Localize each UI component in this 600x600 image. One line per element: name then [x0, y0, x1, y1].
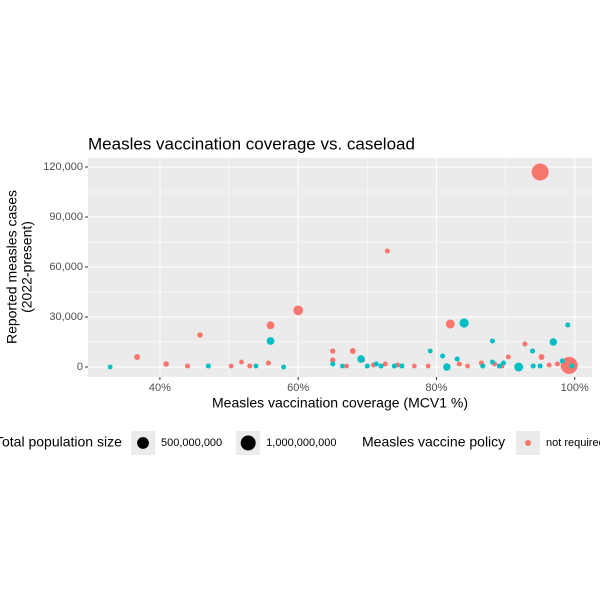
point	[549, 338, 558, 346]
legend-title: Total population size	[0, 434, 122, 450]
y-tick-label: 90,000	[49, 211, 83, 223]
point	[443, 363, 451, 371]
point	[489, 359, 495, 365]
point	[349, 348, 356, 354]
x-tick-label: 40%	[149, 382, 171, 394]
point	[266, 321, 275, 330]
legend-marker	[525, 440, 531, 446]
point	[163, 361, 169, 367]
point	[465, 363, 470, 369]
point	[239, 359, 244, 365]
x-tick-label: 80%	[425, 382, 447, 394]
point	[293, 305, 304, 316]
legend-label: 500,000,000	[161, 437, 222, 449]
point	[546, 362, 552, 368]
point	[529, 348, 536, 354]
x-axis-title: Measles vaccination coverage (MCV1 %)	[212, 395, 468, 411]
y-axis-title: (2022-present)	[19, 221, 35, 313]
point	[554, 361, 560, 367]
point	[480, 363, 486, 369]
legend-label: 1,000,000,000	[266, 437, 336, 449]
point	[228, 363, 234, 369]
point	[340, 363, 345, 369]
point	[344, 363, 349, 369]
y-tick-label: 0	[77, 361, 83, 373]
point	[134, 354, 141, 360]
point	[399, 363, 405, 369]
point	[514, 362, 524, 372]
legend-marker	[137, 437, 149, 449]
point	[265, 360, 271, 366]
x-tick-label: 100%	[561, 382, 589, 394]
point	[454, 356, 460, 362]
point	[330, 357, 336, 363]
point	[427, 348, 433, 354]
point	[445, 319, 455, 329]
point	[281, 364, 287, 370]
x-tick-label: 60%	[287, 382, 309, 394]
point	[537, 363, 543, 369]
legend-label: not required	[546, 437, 600, 449]
point	[205, 363, 211, 369]
point	[411, 363, 417, 369]
point	[357, 355, 365, 363]
point	[459, 318, 469, 328]
point	[560, 356, 578, 374]
point	[425, 363, 431, 369]
y-tick-label: 120,000	[43, 161, 83, 173]
point	[500, 360, 507, 366]
point	[373, 361, 379, 367]
point	[382, 361, 388, 367]
point	[531, 163, 549, 181]
point	[456, 361, 462, 367]
point	[496, 363, 502, 369]
y-tick-label: 60,000	[49, 261, 83, 273]
point	[266, 337, 275, 345]
point	[505, 354, 511, 360]
legend-marker	[240, 435, 256, 451]
point	[565, 322, 571, 328]
point	[185, 363, 191, 369]
point	[247, 363, 253, 369]
point	[391, 363, 397, 369]
point	[569, 363, 575, 369]
point	[530, 363, 536, 369]
point	[538, 354, 545, 360]
point	[253, 363, 259, 369]
y-axis-title: Reported measles cases	[4, 190, 20, 344]
point	[197, 332, 203, 338]
point	[330, 348, 336, 354]
y-tick-label: 30,000	[49, 311, 83, 323]
chart-title: Measles vaccination coverage vs. caseloa…	[88, 134, 415, 153]
point	[384, 248, 390, 254]
point	[440, 353, 446, 359]
legend-title: Measles vaccine policy	[362, 434, 505, 450]
point	[559, 358, 565, 364]
point	[378, 363, 384, 369]
point	[330, 361, 336, 367]
point	[107, 364, 113, 370]
point	[364, 363, 370, 369]
point	[522, 341, 528, 347]
point	[489, 338, 495, 344]
